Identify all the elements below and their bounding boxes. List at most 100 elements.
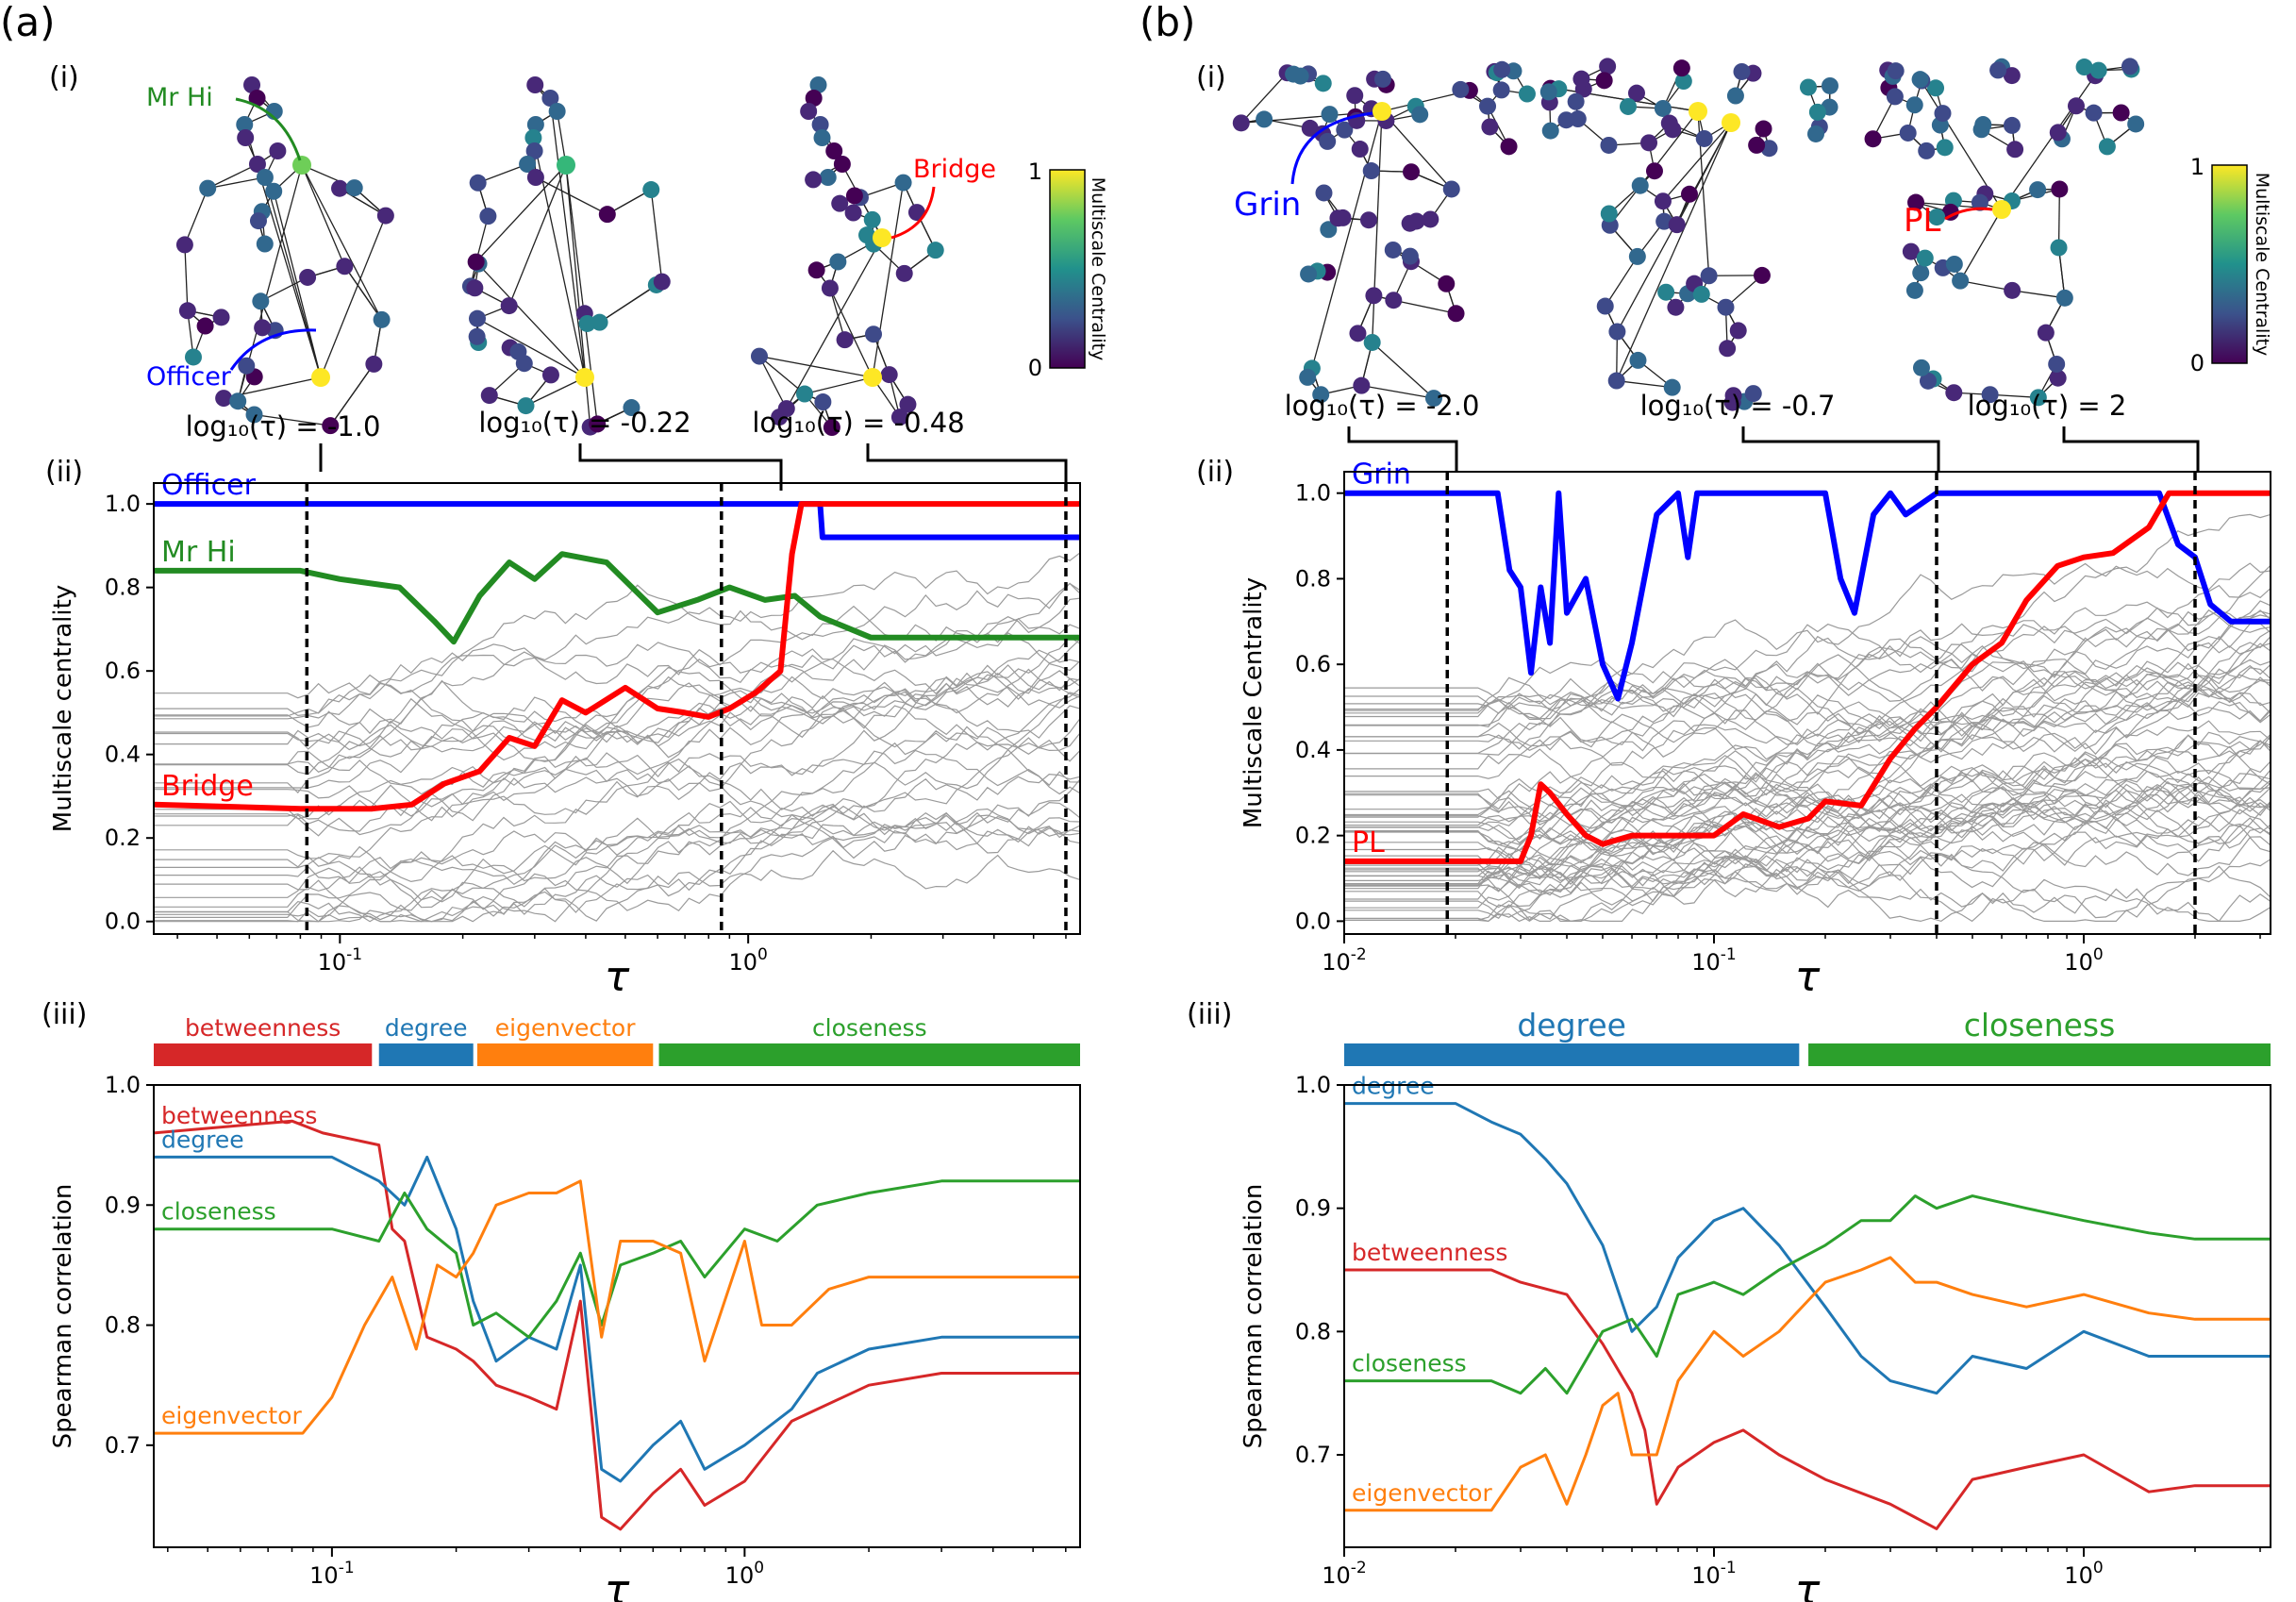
- series-label: betweenness: [1352, 1239, 1507, 1266]
- network-node: [1447, 305, 1465, 323]
- background-trajectory: [1344, 752, 2271, 893]
- network-node: [1934, 105, 1952, 123]
- network-node: [509, 342, 527, 360]
- network-node: [1362, 162, 1380, 180]
- network-node-highlight: [575, 368, 594, 387]
- x-axis-label: τ: [1795, 953, 1821, 1001]
- panel-a-sub-ii: (ii): [45, 456, 83, 489]
- series-label: Officer: [161, 469, 257, 502]
- colorbar-b-label: Multiscale Centrality: [2252, 173, 2272, 357]
- network-node: [1385, 292, 1403, 309]
- network-node: [269, 142, 287, 159]
- series-line-closeness: [154, 1179, 1080, 1339]
- series-line-bridge: [154, 501, 1080, 812]
- background-trajectory: [1344, 770, 2271, 881]
- background-trajectory: [154, 597, 1080, 743]
- connector-a3: [866, 443, 1068, 491]
- network-node: [1974, 116, 1992, 134]
- colorbar-b: 1 0 Multiscale Centrality: [2190, 154, 2272, 376]
- network-node: [524, 129, 542, 146]
- network-node: [865, 325, 883, 343]
- network-node: [245, 406, 263, 424]
- colorbar-a-max: 1: [1028, 159, 1042, 185]
- regime-label: closeness: [812, 1014, 927, 1042]
- network-node: [238, 357, 256, 375]
- network-node-highlight: [557, 156, 575, 175]
- background-trajectory: [1344, 600, 2271, 712]
- network-node: [836, 331, 854, 349]
- plot-area: [1344, 1102, 2271, 1530]
- connector-a2: [578, 443, 783, 491]
- network-node: [1912, 264, 1930, 282]
- background-trajectory: [1344, 642, 2271, 822]
- network-node: [880, 366, 898, 384]
- network-node: [2112, 104, 2130, 122]
- network-node: [813, 129, 831, 146]
- network-node: [2051, 180, 2069, 198]
- network-node: [1723, 393, 1741, 411]
- network-node: [1608, 323, 1626, 341]
- network-node: [1569, 110, 1587, 128]
- network-node: [1981, 386, 1999, 404]
- network-node: [1256, 110, 1273, 128]
- network-node: [1936, 139, 1954, 157]
- network-b2: [1539, 58, 1838, 411]
- y-tick-label: 0.0: [105, 909, 141, 935]
- network-node: [1864, 130, 1882, 148]
- background-trajectory: [1344, 564, 2271, 710]
- network-node: [1479, 97, 1497, 115]
- network-node: [623, 399, 641, 417]
- y-tick-label: 0.4: [1295, 737, 1331, 763]
- network-node: [1320, 221, 1338, 239]
- network-node: [907, 204, 925, 222]
- network-edges: [758, 84, 937, 428]
- network-node: [519, 156, 537, 173]
- panel-a-sub-i: (i): [49, 61, 79, 94]
- network-node: [771, 409, 789, 426]
- background-trajectory: [1344, 629, 2271, 804]
- network-nodes: [750, 76, 944, 437]
- annotation-mr-hi-arrow: [235, 97, 302, 161]
- series-line-eigenvector: [1344, 1256, 2271, 1512]
- network-node: [2029, 181, 2047, 199]
- background-trajectory: [1344, 671, 2271, 743]
- network-node: [825, 142, 843, 159]
- network-node: [1660, 114, 1678, 132]
- y-tick-label: 0.2: [105, 825, 141, 851]
- series-label: Mr Hi: [161, 536, 236, 569]
- colorbar-a-label: Multiscale Centrality: [1088, 177, 1108, 361]
- network-a2: [461, 76, 671, 436]
- network-node: [2089, 61, 2107, 79]
- network-node: [500, 297, 518, 315]
- connector-b3: [2062, 426, 2200, 472]
- network-node: [526, 116, 544, 133]
- y-tick-label: 0.8: [1295, 565, 1331, 592]
- x-tick-label: 10-1: [1691, 1559, 1737, 1589]
- network-node: [1755, 120, 1772, 138]
- x-tick-label: 10-1: [1691, 945, 1737, 976]
- series-label: closeness: [1352, 1350, 1467, 1377]
- network-node: [1631, 176, 1649, 194]
- network-node: [1928, 209, 1946, 226]
- y-tick-label: 0.8: [1295, 1318, 1331, 1344]
- network-node: [899, 395, 917, 413]
- network-node-highlight: [1722, 113, 1740, 132]
- network-node: [2067, 97, 2085, 115]
- series-label: Bridge: [161, 770, 254, 803]
- y-tick-label: 1.0: [1295, 1072, 1331, 1098]
- network-node: [1346, 87, 1364, 105]
- network-node: [1663, 378, 1681, 396]
- background-trajectory: [154, 677, 1080, 759]
- network-node: [479, 208, 497, 225]
- network-node: [265, 182, 283, 200]
- network-node: [1753, 266, 1771, 284]
- network-node: [1912, 359, 1930, 376]
- background-trajectory: [154, 582, 1080, 717]
- network-node: [1918, 142, 1936, 159]
- background-trajectory: [1344, 836, 2271, 909]
- network-node: [819, 169, 837, 186]
- regime-bar: [476, 1043, 654, 1066]
- connector-b1: [1347, 426, 1458, 472]
- network-nodes: [175, 76, 394, 435]
- y-tick-label: 0.6: [105, 658, 141, 684]
